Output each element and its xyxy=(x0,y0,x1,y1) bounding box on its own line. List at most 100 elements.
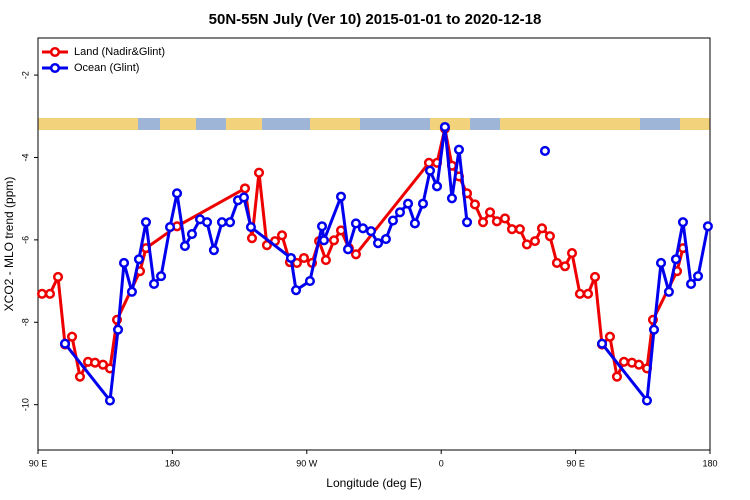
data-point xyxy=(574,288,585,299)
legend-item: Land (Nadir&Glint) xyxy=(42,46,165,58)
data-point xyxy=(261,240,272,251)
data-point xyxy=(89,357,101,368)
land-mask-strip xyxy=(38,118,710,130)
data-point xyxy=(276,230,288,241)
data-point xyxy=(424,165,436,176)
data-point xyxy=(133,254,144,265)
data-point xyxy=(253,167,265,178)
data-point xyxy=(648,324,660,335)
data-point xyxy=(380,234,391,245)
data-point xyxy=(539,145,551,156)
x-tick-label: 90 E xyxy=(566,458,585,468)
data-point xyxy=(604,331,615,342)
data-point xyxy=(491,216,502,227)
y-tick-label: -8 xyxy=(20,318,30,326)
data-point xyxy=(551,257,562,269)
data-point xyxy=(59,338,71,349)
data-point xyxy=(350,218,361,229)
data-point xyxy=(44,288,55,299)
data-point xyxy=(677,217,689,228)
data-point xyxy=(112,324,124,335)
data-point xyxy=(290,285,302,296)
y-tick-label: -6 xyxy=(20,236,30,244)
plot-frame xyxy=(37,37,711,451)
data-point xyxy=(409,218,420,229)
x-tick-label: 90 E xyxy=(29,458,48,468)
data-point xyxy=(357,223,368,234)
data-point xyxy=(245,222,256,233)
data-point xyxy=(633,359,644,370)
legend-label: Ocean (Glint) xyxy=(74,62,139,74)
data-point xyxy=(298,252,310,264)
data-point xyxy=(544,231,555,242)
x-axis-label: Longitude (deg E) xyxy=(326,476,421,490)
data-point xyxy=(417,198,429,209)
data-point xyxy=(118,257,130,269)
chart-title: 50N-55N July (Ver 10) 2015-01-01 to 2020… xyxy=(209,11,542,28)
data-point xyxy=(320,255,331,266)
x-tick-label: 0 xyxy=(439,458,444,468)
data-point xyxy=(618,356,630,367)
data-point xyxy=(52,271,64,283)
data-point xyxy=(74,371,86,382)
data-point xyxy=(316,221,328,232)
data-point xyxy=(126,286,137,297)
y-axis-label: XCO2 - MLO trend (ppm) xyxy=(2,177,16,312)
data-point xyxy=(670,254,682,265)
legend-item: Ocean (Glint) xyxy=(42,62,139,74)
data-point xyxy=(216,217,228,228)
data-point xyxy=(499,213,511,224)
data-point xyxy=(589,271,601,283)
data-point xyxy=(224,217,236,228)
data-point xyxy=(506,224,518,235)
data-point xyxy=(693,271,704,282)
data-point xyxy=(582,288,594,299)
legend-swatch-marker xyxy=(49,46,61,58)
legend-label: Land (Nadir&Glint) xyxy=(74,46,165,58)
data-point xyxy=(559,261,571,272)
data-point xyxy=(566,248,578,259)
data-point xyxy=(641,395,653,406)
series-line xyxy=(42,127,685,379)
data-point xyxy=(461,217,473,228)
y-tick-label: -2 xyxy=(20,71,30,79)
data-point xyxy=(66,331,78,342)
y-tick-label: -4 xyxy=(20,153,30,161)
data-point xyxy=(655,257,667,269)
data-point xyxy=(304,276,315,287)
data-point xyxy=(179,241,190,252)
data-point xyxy=(335,191,347,202)
data-point xyxy=(328,235,340,246)
data-point xyxy=(104,395,116,406)
data-point xyxy=(536,223,548,234)
data-point xyxy=(208,245,219,256)
data-point xyxy=(140,217,152,228)
data-point xyxy=(318,235,330,246)
data-point xyxy=(171,188,183,199)
data-point xyxy=(663,286,674,297)
data-point xyxy=(372,238,384,249)
data-point xyxy=(246,233,258,244)
data-point xyxy=(201,217,213,228)
legend-swatch-marker xyxy=(49,62,61,74)
data-point xyxy=(423,157,435,168)
series-line xyxy=(63,125,710,403)
data-point xyxy=(514,224,525,235)
data-point xyxy=(394,207,406,218)
data-point xyxy=(164,222,176,233)
data-point xyxy=(446,193,458,204)
data-point xyxy=(239,183,251,194)
data-point xyxy=(342,244,354,255)
data-point xyxy=(431,181,443,192)
data-point xyxy=(484,207,496,218)
data-point xyxy=(477,217,489,228)
x-tick-label: 180 xyxy=(702,458,717,468)
data-point xyxy=(156,271,167,282)
data-point xyxy=(402,198,414,209)
x-tick-label: 90 W xyxy=(296,458,318,468)
data-point xyxy=(238,192,249,203)
data-point xyxy=(186,229,198,240)
data-point xyxy=(350,249,361,260)
x-tick-label: 180 xyxy=(165,458,180,468)
